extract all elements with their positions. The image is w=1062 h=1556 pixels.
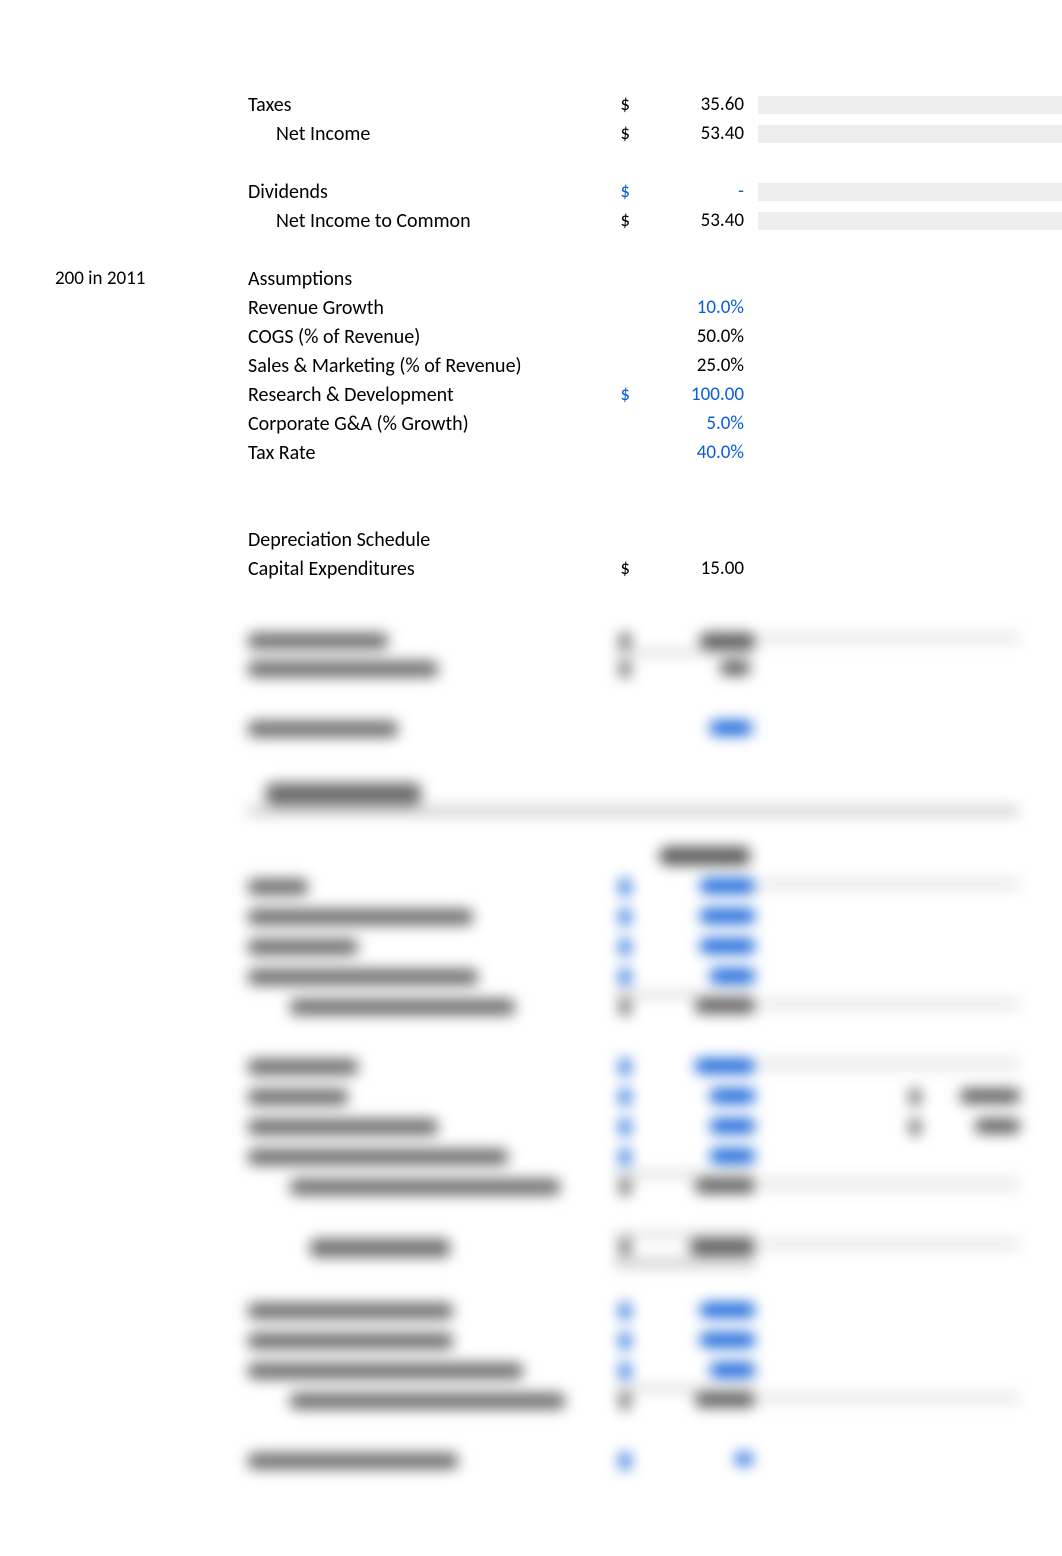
side-note: 200 in 2011 [0,267,248,290]
label-dep-sched: Depreciation Schedule [248,528,606,552]
label-dividends: Dividends [248,180,606,204]
row-cogs: COGS (% of Revenue) 50.0% [0,322,1062,351]
val-cogs: 50.0% [630,325,750,348]
row-rev-growth: Revenue Growth 10.0% [0,293,1062,322]
row-net-income: Net Income $ 53.40 [0,119,1062,148]
label-cogs: COGS (% of Revenue) [248,325,606,349]
sym-nic: $ [606,209,630,232]
sym-taxes: $ [606,93,630,116]
sym-dividends: $ [606,180,630,203]
label-taxes: Taxes [248,93,606,117]
financial-model-page: Taxes $ 35.60 Net Income $ 53.40 Dividen… [0,0,1062,1556]
row-taxes: Taxes $ 35.60 [0,90,1062,119]
bar-dividends [758,183,1062,201]
val-rd: 100.00 [630,383,750,406]
row-sm: Sales & Marketing (% of Revenue) 25.0% [0,351,1062,380]
sym-net-income: $ [606,122,630,145]
row-nic: Net Income to Common $ 53.40 [0,206,1062,235]
label-net-income: Net Income [248,122,606,146]
row-rd: Research & Development $ 100.00 [0,380,1062,409]
sym-capex: $ [606,557,630,580]
val-cga: 5.0% [630,412,750,435]
label-assumptions: Assumptions [248,267,606,291]
val-tax-rate: 40.0% [630,441,750,464]
val-dividends: - [630,180,750,203]
row-dividends: Dividends $ - [0,177,1062,206]
label-cga: Corporate G&A (% Growth) [248,412,606,436]
label-nic: Net Income to Common [248,209,606,233]
blurred-locked-region [0,625,1062,1425]
row-capex: Capital Expenditures $ 15.00 [0,554,1062,583]
label-sm: Sales & Marketing (% of Revenue) [248,354,606,378]
bar-taxes [758,96,1062,114]
val-taxes: 35.60 [630,93,750,116]
label-capex: Capital Expenditures [248,557,606,581]
sym-rd: $ [606,383,630,406]
label-rd: Research & Development [248,383,606,407]
bar-net-income [758,125,1062,143]
row-assumptions: 200 in 2011 Assumptions [0,264,1062,293]
val-capex: 15.00 [630,557,750,580]
val-nic: 53.40 [630,209,750,232]
row-dep-sched: Depreciation Schedule [0,525,1062,554]
val-sm: 25.0% [630,354,750,377]
row-tax-rate: Tax Rate 40.0% [0,438,1062,467]
label-rev-growth: Revenue Growth [248,296,606,320]
val-rev-growth: 10.0% [630,296,750,319]
label-tax-rate: Tax Rate [248,441,606,465]
row-cga: Corporate G&A (% Growth) 5.0% [0,409,1062,438]
val-net-income: 53.40 [630,122,750,145]
bar-nic [758,212,1062,230]
